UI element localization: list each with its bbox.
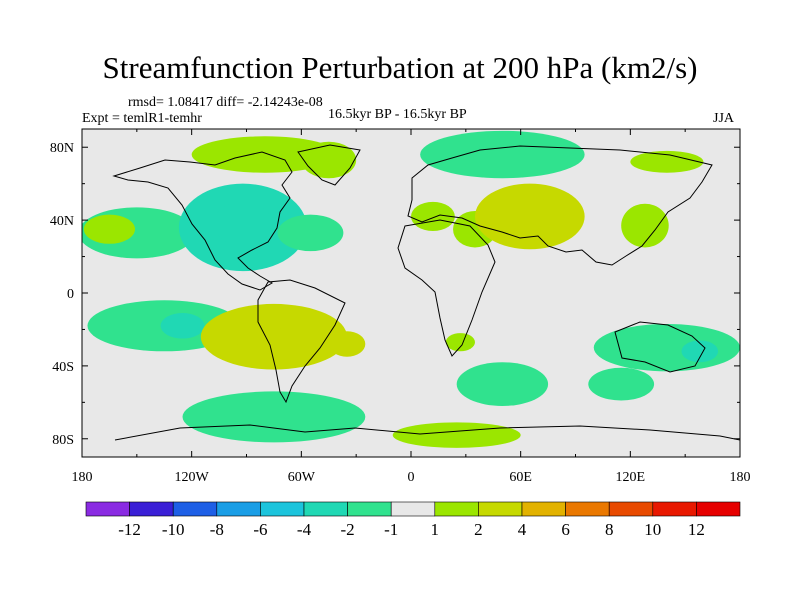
region-south-america-core (230, 316, 282, 350)
colorbar-box (260, 501, 305, 517)
colorbar-box (390, 501, 436, 517)
region-southern-africa-positive (445, 333, 475, 352)
region-east-asia-positive (621, 203, 669, 248)
colorbar-box (303, 501, 348, 517)
region-central-pacific-positive (83, 214, 136, 244)
x-tick-label: 0 (408, 470, 415, 485)
region-atlantic-negative (277, 214, 344, 252)
plot-background (82, 129, 740, 457)
colorbar-label: -10 (162, 520, 185, 539)
period-text: 16.5kyr BP - 16.5kyr BP (328, 107, 467, 122)
x-tick-label: 120E (616, 470, 646, 485)
x-tick-label: 180 (730, 470, 751, 485)
colorbar-label: 6 (561, 520, 570, 539)
region-southern-ocean-negative (182, 391, 366, 443)
chart-title: Streamfunction Perturbation at 200 hPa (… (102, 50, 698, 85)
colorbar-label: -1 (384, 520, 398, 539)
region-south-ocean-east-negative (588, 367, 655, 401)
region-south-pacific-core (160, 313, 205, 339)
colorbar-box (565, 501, 610, 517)
region-australia-negative (593, 323, 740, 372)
colorbar-box (478, 501, 523, 517)
y-tick-label: 80N (50, 141, 74, 156)
x-tick-label: 60E (509, 470, 532, 485)
colorbar-label: 8 (605, 520, 614, 539)
y-tick-label: 40N (50, 214, 74, 229)
colorbar-box (696, 501, 741, 517)
region-west-europe-positive (411, 201, 455, 232)
colorbar-box (129, 501, 174, 517)
coast-eurasia (407, 145, 713, 266)
colorbar-box (172, 501, 218, 517)
colorbar-label: 2 (474, 520, 483, 539)
colorbar-label: 10 (644, 520, 661, 539)
experiment-text: Expt = temlR1-temhr (82, 111, 202, 126)
region-canada-positive (191, 136, 338, 173)
stats-text: rmsd= 1.08417 diff= -2.14243e-08 (128, 95, 323, 110)
colorbar-box (216, 501, 261, 517)
colorbar-box (434, 501, 479, 517)
coast-greenland (297, 144, 361, 186)
colorbar-label: -8 (210, 520, 224, 539)
coast-antarctica (114, 424, 740, 441)
region-antarctic-positive (392, 422, 521, 448)
y-tick-label: 80S (52, 433, 74, 448)
colorbar-box (608, 501, 654, 517)
region-east-siberia-positive (630, 150, 704, 173)
colorbar-label: -2 (341, 520, 355, 539)
coastlines (112, 144, 740, 441)
region-greenland-positive (301, 141, 357, 179)
x-tick-label: 120W (175, 470, 210, 485)
coast-south-america (257, 279, 346, 404)
colorbar-box (85, 501, 130, 517)
region-central-asia-core (517, 198, 554, 228)
coast-africa (397, 219, 496, 357)
region-south-indian-negative (456, 362, 549, 406)
colorbar-box (652, 501, 697, 517)
x-tick-label: 60W (288, 470, 316, 485)
colorbar-label: -12 (118, 520, 141, 539)
colorbar-label: -6 (253, 520, 267, 539)
contour-fill-layer (82, 130, 740, 448)
y-tick-label: 40S (52, 360, 74, 375)
region-south-atlantic-positive (328, 331, 366, 357)
region-arctic-europe-negative (420, 130, 585, 179)
colorbar: -12 -10 -8 -6 -4 -2 -1 1 2 4 6 8 10 12 (85, 501, 741, 539)
colorbar-label: 12 (688, 520, 705, 539)
y-axis: 80N 40N 0 40S 80S (50, 141, 740, 448)
region-australia-core (681, 340, 719, 363)
y-tick-label: 0 (67, 287, 74, 302)
colorbar-label: 4 (518, 520, 527, 539)
colorbar-box (521, 501, 566, 517)
x-tick-label: 180 (72, 470, 93, 485)
x-axis: 180 120W 60W 0 60E 120E 180 (72, 129, 751, 485)
coast-north-america (112, 151, 293, 291)
colorbar-label: -4 (297, 520, 312, 539)
season-text: JJA (713, 111, 735, 126)
colorbar-box (347, 501, 392, 517)
region-north-america-core (213, 201, 273, 246)
coast-australia (614, 321, 706, 373)
colorbar-label: 1 (431, 520, 440, 539)
